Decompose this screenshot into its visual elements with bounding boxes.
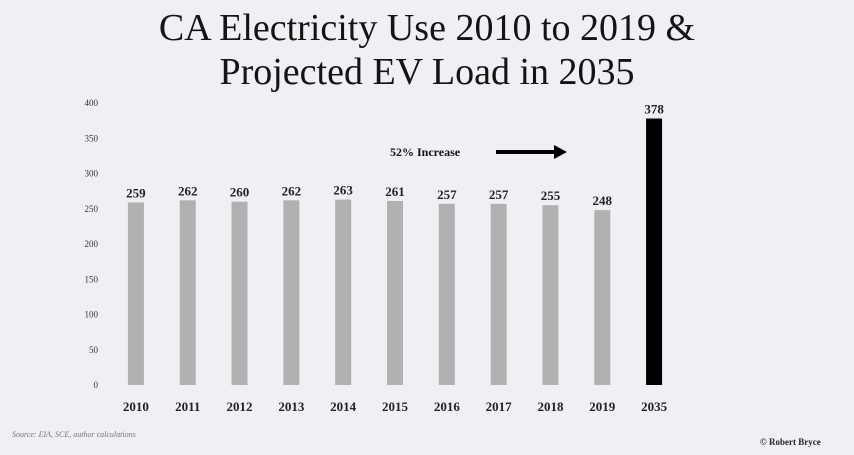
bar-2035 [646, 118, 663, 385]
data-label-2012: 260 [230, 185, 250, 200]
x-tick-label-2016: 2016 [434, 399, 461, 414]
bar-2018 [542, 205, 559, 385]
x-tick-label-2018: 2018 [537, 399, 564, 414]
bar-2012 [231, 201, 248, 385]
y-tick-label: 100 [85, 310, 99, 320]
y-tick-label: 200 [85, 239, 99, 249]
bar-2010 [127, 202, 144, 385]
y-tick-label: 150 [85, 274, 99, 284]
x-tick-label-2014: 2014 [330, 399, 357, 414]
annotation-arrow-head [554, 145, 567, 159]
x-tick-label-2035: 2035 [641, 399, 668, 414]
data-label-2016: 257 [437, 187, 457, 202]
x-tick-label-2011: 2011 [175, 399, 200, 414]
bar-2019 [594, 210, 611, 385]
data-label-2013: 262 [282, 183, 302, 198]
data-label-2018: 255 [541, 188, 561, 203]
bar-2015 [387, 200, 403, 385]
data-label-2035: 378 [644, 102, 664, 117]
bar-2014 [335, 199, 352, 385]
x-tick-label-2010: 2010 [123, 399, 149, 414]
x-tick-label-2019: 2019 [589, 399, 616, 414]
x-tick-label-2013: 2013 [278, 399, 305, 414]
bar-2013 [283, 200, 300, 385]
y-tick-label: 50 [89, 345, 99, 355]
data-label-2010: 259 [126, 185, 146, 200]
data-label-2019: 248 [593, 193, 613, 208]
x-tick-label-2017: 2017 [486, 399, 513, 414]
bar-2017 [490, 203, 507, 385]
y-tick-label: 400 [85, 98, 99, 108]
y-tick-label: 350 [85, 133, 99, 143]
data-label-2011: 262 [178, 183, 198, 198]
annotation-text: 52% Increase [390, 145, 461, 159]
chart-title-line-2: Projected EV Load in 2035 [219, 51, 635, 93]
bar-2011 [179, 200, 196, 385]
copyright-note: © Robert Bryce [760, 437, 821, 447]
x-tick-label-2015: 2015 [382, 399, 409, 414]
bar-2016 [438, 203, 455, 385]
data-label-2017: 257 [489, 187, 509, 202]
x-tick-label-2012: 2012 [227, 399, 253, 414]
y-tick-label: 250 [85, 204, 99, 214]
source-note: Source: EIA, SCE, author calculations [12, 430, 136, 439]
chart-title-line-1: CA Electricity Use 2010 to 2019 & [158, 7, 696, 49]
data-label-2014: 263 [333, 183, 353, 198]
y-tick-label: 300 [85, 169, 99, 179]
y-tick-label: 0 [94, 380, 99, 390]
data-label-2015: 261 [385, 184, 405, 199]
